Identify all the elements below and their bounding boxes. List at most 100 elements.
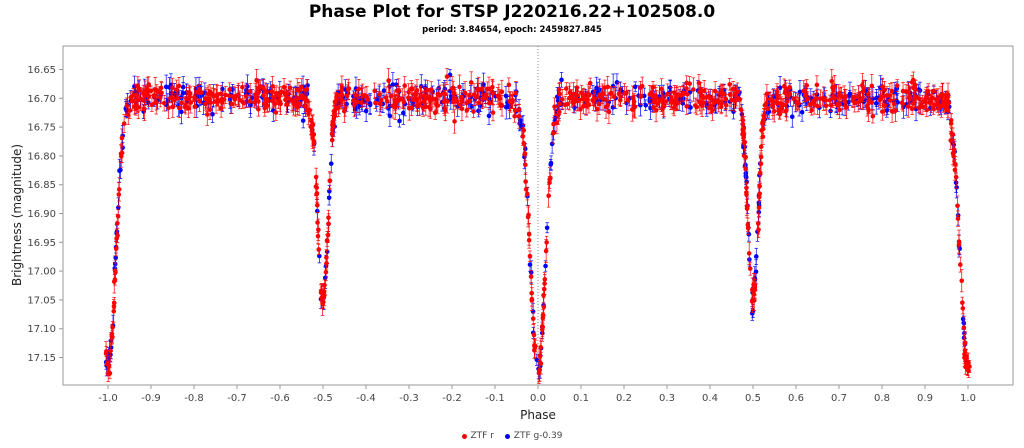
data-point [305, 83, 310, 88]
data-point [540, 323, 545, 329]
data-point [955, 203, 960, 209]
data-point [119, 150, 125, 156]
data-point [323, 269, 329, 275]
data-point [569, 96, 574, 101]
data-point [951, 150, 957, 155]
data-point [533, 343, 538, 349]
data-point [789, 114, 795, 120]
data-point [856, 93, 861, 98]
data-point [823, 98, 829, 103]
data-point [828, 102, 834, 108]
data-point [397, 118, 402, 124]
data-point [522, 151, 528, 156]
data-point [129, 98, 135, 104]
data-point [543, 263, 548, 269]
data-point [326, 195, 332, 201]
data-point [804, 83, 810, 88]
data-point [727, 92, 733, 98]
data-point [641, 93, 647, 99]
data-point [865, 106, 871, 111]
data-point [774, 89, 780, 94]
data-point [710, 108, 715, 113]
data-point [513, 90, 519, 96]
data-point [231, 94, 237, 100]
data-point [894, 83, 900, 88]
data-point [175, 96, 180, 101]
data-point [386, 78, 391, 83]
data-point [240, 84, 245, 90]
data-point [805, 96, 810, 102]
data-point [590, 97, 595, 103]
data-point [116, 192, 122, 197]
data-point [329, 131, 335, 137]
data-point [104, 349, 109, 354]
data-point [350, 98, 356, 103]
data-point [471, 109, 476, 114]
data-point [145, 86, 150, 92]
data-point [750, 297, 755, 303]
data-point [811, 101, 817, 107]
data-points [103, 68, 972, 385]
data-point [738, 107, 744, 112]
data-point [530, 316, 536, 321]
data-point [880, 84, 885, 90]
data-point [537, 353, 543, 359]
data-point [512, 113, 517, 119]
data-point [428, 87, 434, 92]
data-point [273, 110, 279, 115]
data-point [506, 82, 512, 88]
data-point [388, 93, 394, 99]
data-point [324, 255, 329, 260]
data-point [660, 106, 665, 112]
data-point [180, 90, 186, 96]
data-point [299, 93, 305, 98]
data-point [179, 109, 184, 115]
data-point [543, 248, 549, 254]
data-point [315, 220, 320, 225]
data-point [214, 92, 219, 98]
data-point [946, 100, 952, 106]
data-point [884, 93, 890, 98]
data-point [227, 87, 232, 92]
data-point [723, 96, 728, 102]
data-point [665, 91, 670, 97]
data-point [746, 251, 752, 256]
data-point [814, 82, 820, 88]
data-point [252, 100, 257, 105]
data-point [476, 100, 482, 106]
data-point [316, 247, 322, 252]
data-point [324, 238, 330, 244]
data-point [176, 83, 182, 89]
data-point [165, 98, 171, 104]
data-point [694, 104, 700, 110]
data-point [227, 97, 233, 102]
data-point [797, 89, 803, 95]
data-point [556, 87, 562, 92]
data-point [955, 216, 961, 221]
data-point [548, 175, 553, 181]
data-point [559, 96, 565, 102]
data-point [551, 121, 556, 127]
data-point [143, 93, 148, 98]
data-point [764, 100, 769, 106]
data-point [464, 100, 469, 106]
data-point [132, 84, 137, 89]
data-point [787, 85, 793, 90]
data-point [377, 92, 382, 97]
data-point [828, 108, 833, 114]
data-point [435, 103, 441, 108]
data-point [179, 100, 184, 106]
data-point [727, 82, 732, 87]
data-point [663, 99, 669, 104]
data-point [467, 93, 472, 98]
data-point [209, 91, 215, 96]
data-point [121, 121, 127, 126]
data-point [203, 96, 208, 101]
data-point [269, 98, 275, 104]
data-point [113, 246, 119, 252]
series-0 [103, 68, 972, 385]
data-point [151, 93, 157, 98]
data-point [360, 92, 365, 98]
data-point [587, 80, 593, 86]
